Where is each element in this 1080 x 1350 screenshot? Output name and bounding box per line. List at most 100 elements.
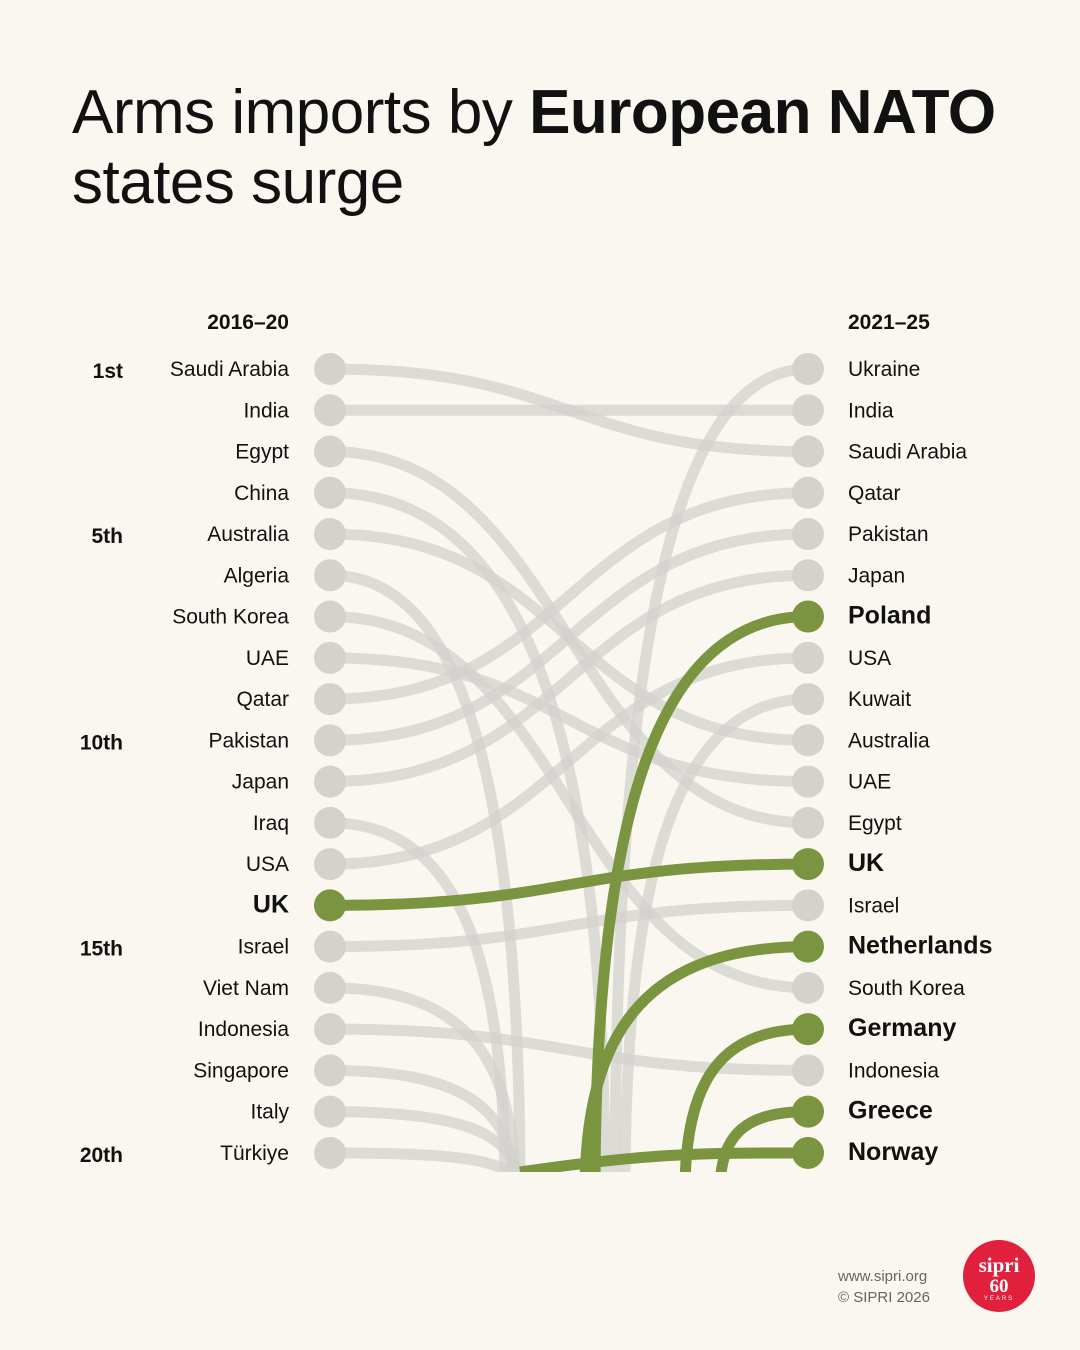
dot-right: [792, 848, 824, 881]
dot-left: [314, 353, 346, 385]
right-label: Japan: [848, 564, 905, 587]
right-label: Saudi Arabia: [848, 441, 967, 464]
dot-right: [792, 435, 824, 468]
dot-left: [314, 889, 346, 922]
dot-left: [314, 394, 346, 427]
right-label: Kuwait: [848, 688, 911, 711]
dot-left: [314, 765, 346, 798]
left-label: Israel: [238, 936, 289, 959]
dot-right: [792, 641, 824, 674]
sipri-logo: sipri 60 YEARS: [963, 1240, 1035, 1312]
right-label: Qatar: [848, 482, 901, 505]
dot-left: [314, 971, 346, 1004]
rank-label: 15th: [80, 938, 123, 961]
footer: www.sipri.org © SIPRI 2026: [838, 1266, 930, 1308]
dot-left: [314, 1136, 346, 1169]
left-label: Türkiye: [220, 1142, 289, 1165]
line-uk: [329, 858, 809, 911]
line-italy: [329, 1106, 524, 1172]
dot-left: [314, 600, 346, 633]
right-label: Israel: [848, 894, 899, 917]
left-label: UK: [253, 890, 289, 918]
line-greece: [715, 1106, 809, 1172]
left-label: Egypt: [235, 441, 289, 464]
right-label: Germany: [848, 1014, 956, 1042]
right-label: South Korea: [848, 977, 965, 1000]
dot-right: [792, 930, 824, 963]
left-label: Japan: [232, 771, 289, 794]
right-label: Netherlands: [848, 932, 992, 960]
dot-left: [314, 1054, 346, 1087]
left-label: Indonesia: [198, 1018, 289, 1041]
website-link[interactable]: www.sipri.org: [838, 1268, 928, 1285]
right-label: Egypt: [848, 812, 902, 835]
right-label: Ukraine: [848, 358, 920, 381]
dot-right: [792, 971, 824, 1004]
dot-right: [792, 394, 824, 427]
rank-label: 1st: [93, 360, 123, 383]
dot-right: [792, 476, 824, 509]
left-label: Australia: [207, 523, 289, 546]
dot-right: [792, 1136, 824, 1169]
dot-left: [314, 683, 346, 716]
right-label: Australia: [848, 729, 930, 752]
dot-right: [792, 889, 824, 922]
dot-right: [792, 600, 824, 633]
line-algeria: [329, 569, 526, 1172]
rank-label: 5th: [92, 525, 124, 548]
page-title: Arms imports by European NATO states sur…: [72, 78, 996, 217]
dot-left: [314, 930, 346, 963]
right-label: Indonesia: [848, 1059, 939, 1082]
left-label: Pakistan: [208, 729, 289, 752]
left-label: Saudi Arabia: [170, 358, 289, 381]
line-indonesia: [329, 1023, 809, 1076]
left-label: India: [243, 399, 289, 422]
dot-left: [314, 1013, 346, 1046]
right-label: Pakistan: [848, 523, 929, 546]
line-norway: [519, 1147, 809, 1172]
dot-right: [792, 765, 824, 798]
dot-left: [314, 559, 346, 592]
dot-left: [314, 435, 346, 468]
right-label: UK: [848, 849, 884, 877]
dot-right: [792, 724, 824, 757]
left-label: Qatar: [236, 688, 289, 711]
dot-right: [792, 1013, 824, 1046]
dot-right: [792, 1095, 824, 1128]
left-label: USA: [246, 853, 289, 876]
right-label: Norway: [848, 1138, 938, 1166]
left-label: China: [234, 482, 289, 505]
dot-left: [314, 724, 346, 757]
left-label: Italy: [250, 1101, 289, 1124]
dot-right: [792, 806, 824, 839]
rank-label: 20th: [80, 1144, 123, 1167]
dot-left: [314, 518, 346, 551]
dot-left: [314, 476, 346, 509]
right-header: 2021–25: [848, 311, 930, 334]
dot-right: [792, 518, 824, 551]
right-label: USA: [848, 647, 891, 670]
line-türkiye: [329, 1147, 517, 1172]
line-ukraine: [609, 363, 809, 1172]
left-label: Algeria: [224, 564, 290, 587]
right-label: UAE: [848, 771, 891, 794]
line-japan: [329, 569, 809, 788]
left-label: Singapore: [193, 1059, 289, 1082]
left-label: Viet Nam: [203, 977, 289, 1000]
dot-left: [314, 641, 346, 674]
dot-right: [792, 1054, 824, 1087]
line-south-korea: [329, 611, 809, 994]
copyright: © SIPRI 2026: [838, 1289, 930, 1306]
dot-left: [314, 806, 346, 839]
left-label: UAE: [246, 647, 289, 670]
line-israel: [329, 899, 809, 953]
rank-label: 10th: [80, 731, 123, 754]
dot-left: [314, 848, 346, 881]
line-poland: [589, 611, 809, 1172]
dot-left: [314, 1095, 346, 1128]
line-usa: [329, 652, 809, 870]
left-label: South Korea: [172, 606, 289, 629]
line-qatar: [329, 487, 809, 705]
dot-right: [792, 559, 824, 592]
